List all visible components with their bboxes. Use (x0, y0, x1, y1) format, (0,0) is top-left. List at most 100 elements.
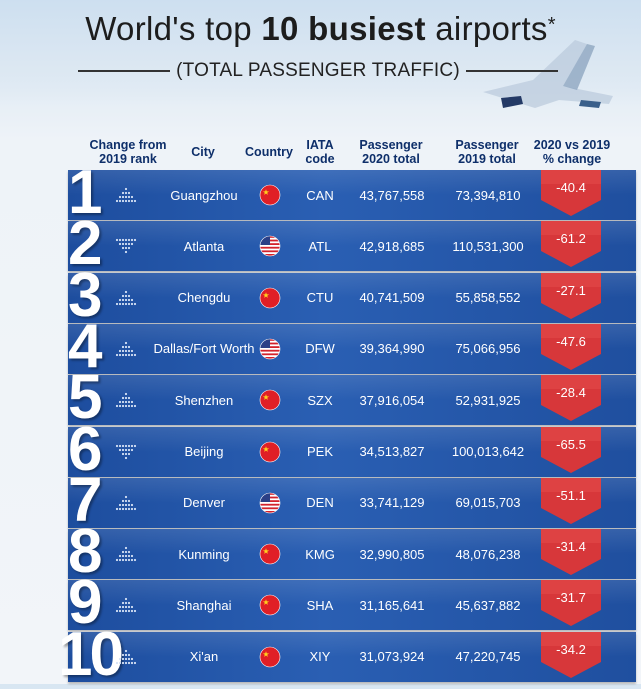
subtitle-bar: (TOTAL PASSENGER TRAFFIC) (78, 58, 559, 84)
rank-up-icon (114, 545, 138, 563)
rank-number: 7 (68, 465, 103, 535)
city-name: Shanghai (176, 597, 232, 613)
pct-change-value: -61.2 (556, 231, 586, 247)
page-title: World's top 10 busiest airports* (85, 10, 556, 47)
header-change-rank: Change from 2019 rank (89, 138, 167, 166)
subtitle-rule-right (465, 70, 559, 72)
city-name: Atlanta (183, 238, 225, 254)
passenger-2020-value: 37,916,054 (359, 392, 425, 408)
rank-number: 3 (68, 260, 103, 330)
rank-number: 1 (68, 158, 103, 227)
pct-change-arrow: -31.4 (538, 529, 604, 579)
passenger-2020-value: 39,364,990 (359, 341, 425, 357)
rank-up-icon (114, 391, 138, 409)
rank-number: 10 (58, 619, 124, 689)
pct-change-arrow: -47.6 (538, 323, 604, 374)
passenger-2019-value: 47,220,745 (455, 649, 521, 665)
table-row: 5 Shenzhen SZX 37,916,054 52,931,925 -28.4 (0, 367, 641, 429)
usa-flag-icon (259, 492, 281, 514)
iata-code: XIY (309, 649, 331, 665)
header-pct-change: 2020 vs 2019 % change (533, 138, 611, 166)
passenger-2019-value: 52,931,925 (455, 392, 521, 408)
pct-change-value: -51.1 (556, 487, 586, 503)
iata-code: CTU (306, 290, 334, 306)
table-row: 3 Chengdu CTU 40,741,509 55,858,552 -27.1 (0, 264, 641, 326)
iata-code: PEK (306, 444, 333, 459)
china-flag-icon (259, 287, 281, 309)
pct-change-arrow: -27.1 (538, 272, 604, 323)
rank-up-icon (114, 648, 138, 666)
airplane-illustration (483, 40, 613, 108)
city-name: Guangzhou (170, 187, 238, 203)
usa-flag-icon (259, 235, 281, 257)
iata-code: KMG (305, 546, 335, 562)
header-country: Country (245, 145, 293, 159)
passenger-2020-value: 42,918,685 (359, 238, 425, 254)
pct-change-value: -40.4 (556, 180, 586, 195)
page-subtitle: (TOTAL PASSENGER TRAFFIC) (176, 60, 460, 81)
passenger-2019-value: 73,394,810 (455, 187, 521, 203)
rank-number: 6 (68, 414, 103, 484)
passenger-2019-value: 55,858,552 (455, 290, 521, 306)
pct-change-value: -31.4 (556, 539, 586, 555)
pct-change-arrow: -31.7 (538, 580, 604, 630)
rank-up-icon (114, 494, 138, 512)
pct-change-value: -65.5 (556, 436, 586, 452)
pct-change-arrow: -61.2 (538, 221, 604, 271)
city-name: Chengdu (177, 290, 231, 306)
rank-up-icon (114, 186, 138, 204)
iata-code: DEN (306, 495, 334, 511)
passenger-2020-value: 33,741,129 (359, 495, 425, 511)
header-passenger-2020: Passenger 2020 total (359, 138, 423, 166)
china-flag-icon (259, 646, 281, 668)
iata-code: ATL (308, 238, 332, 254)
iata-code: SZX (307, 392, 333, 408)
iata-code: SHA (306, 597, 334, 613)
passenger-2020-value: 40,741,509 (359, 290, 425, 306)
table-row: 10 Xi'an XIY 31,073,924 47,220,745 -34.2 (0, 623, 641, 685)
header-passenger-2019: Passenger 2019 total (455, 138, 519, 166)
city-name: Beijing (184, 444, 224, 459)
passenger-2020-value: 31,073,924 (359, 649, 425, 665)
pct-change-arrow: -40.4 (538, 170, 604, 220)
header-iata: IATA code (305, 138, 335, 166)
passenger-2019-value: 48,076,238 (455, 546, 521, 562)
rank-number: 9 (68, 568, 103, 638)
rank-up-icon (114, 596, 138, 614)
rank-number: 4 (68, 311, 103, 381)
pct-change-value: -47.6 (556, 333, 586, 349)
city-name: Denver (183, 495, 225, 511)
passenger-2019-value: 75,066,956 (455, 341, 521, 357)
pct-change-arrow: -65.5 (538, 426, 604, 477)
rank-up-icon (114, 340, 138, 358)
city-name: Shenzhen (174, 392, 234, 408)
passenger-2019-value: 100,013,642 (451, 444, 525, 459)
table-row: 2 Atlanta ATL 42,918,685 110,531,300 -61.2 (0, 213, 641, 275)
pct-change-value: -34.2 (556, 641, 586, 657)
passenger-2020-value: 34,513,827 (359, 444, 425, 459)
table-row: 4 Dallas/Fort Worth DFW 39,364,990 75,066,95… (0, 315, 641, 377)
passenger-2020-value: 43,767,558 (359, 187, 425, 203)
rank-number: 8 (68, 517, 103, 587)
header-city: City (191, 145, 215, 159)
city-name: Xi'an (189, 649, 219, 665)
china-flag-icon (259, 184, 281, 206)
pct-change-value: -28.4 (556, 385, 586, 401)
pct-change-value: -31.7 (556, 590, 586, 606)
passenger-2019-value: 69,015,703 (455, 495, 521, 511)
passenger-2020-value: 32,990,805 (359, 546, 425, 562)
pct-change-arrow: -34.2 (538, 631, 604, 682)
passenger-2019-value: 110,531,300 (452, 238, 524, 254)
pct-change-value: -27.1 (556, 282, 586, 298)
usa-flag-icon (259, 338, 281, 360)
city-name: Kunming (178, 546, 230, 562)
pct-change-arrow: -51.1 (538, 477, 604, 528)
rank-up-icon (114, 289, 138, 307)
china-flag-icon (259, 594, 281, 616)
pct-change-arrow: -28.4 (538, 375, 604, 425)
china-flag-icon (259, 543, 281, 565)
subtitle-rule-left (78, 70, 171, 72)
table-row: 8 Kunming KMG 32,990,805 48,076,238 -31.4 (0, 521, 641, 583)
table-row: 6 Beijing PEK 34,513,827 100,013,642 -65.5 (0, 418, 641, 480)
